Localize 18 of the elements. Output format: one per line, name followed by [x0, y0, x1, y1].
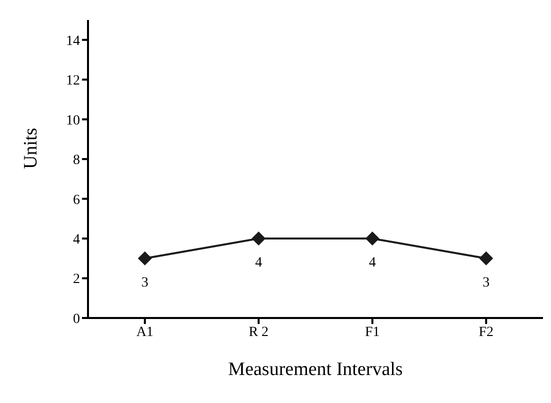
data-label: 3	[482, 275, 490, 290]
y-tick-label: 6	[73, 192, 80, 208]
y-tick-label: 0	[73, 312, 80, 327]
y-tick-label: 14	[66, 34, 80, 49]
x-tick-label: F2	[478, 324, 494, 340]
y-tick-label: 4	[73, 232, 80, 248]
data-label: 3	[141, 275, 148, 290]
y-axis-title: Units	[20, 128, 42, 169]
y-tick-label: 2	[73, 272, 80, 288]
y-tick-label: 12	[66, 74, 80, 89]
y-tick-label: 10	[66, 113, 80, 128]
y-tick-label: 8	[73, 153, 80, 168]
x-tick-label: F1	[364, 324, 380, 340]
x-tick-label: R 2	[248, 324, 269, 340]
data-label: 4	[255, 255, 262, 270]
x-axis-title: Measurement Intervals	[228, 359, 403, 380]
data-label: 4	[368, 255, 376, 270]
x-tick-label: A1	[136, 324, 154, 340]
